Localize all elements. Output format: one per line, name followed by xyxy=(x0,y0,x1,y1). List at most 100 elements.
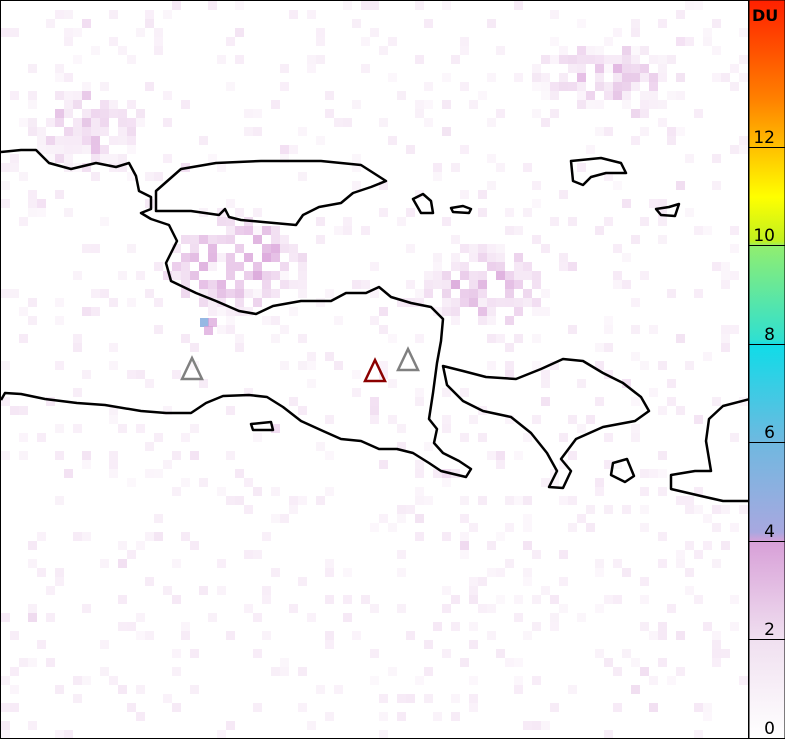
so2-pixel xyxy=(586,55,595,64)
so2-pixel xyxy=(478,280,487,289)
so2-pixel xyxy=(667,397,676,406)
so2-pixel xyxy=(226,721,235,730)
so2-pixel xyxy=(352,631,361,640)
so2-pixel xyxy=(424,82,433,91)
volcano-marker-active[interactable] xyxy=(363,357,387,383)
so2-pixel xyxy=(487,181,496,190)
so2-pixel xyxy=(487,316,496,325)
so2-pixel xyxy=(55,118,64,127)
so2-pixel xyxy=(487,73,496,82)
so2-pixel xyxy=(37,199,46,208)
so2-pixel xyxy=(19,406,28,415)
so2-pixel xyxy=(370,676,379,685)
colorbar-tick-label: 4 xyxy=(764,521,775,542)
so2-pixel xyxy=(28,613,37,622)
so2-pixel xyxy=(28,100,37,109)
so2-pixel xyxy=(406,280,415,289)
so2-pixel xyxy=(127,127,136,136)
so2-pixel xyxy=(145,532,154,541)
so2-pixel xyxy=(91,136,100,145)
so2-pixel xyxy=(271,253,280,262)
so2-pixel xyxy=(316,217,325,226)
so2-pixel xyxy=(280,235,289,244)
so2-pixel xyxy=(28,91,37,100)
so2-pixel xyxy=(595,649,604,658)
so2-pixel xyxy=(469,523,478,532)
so2-pixel xyxy=(307,64,316,73)
so2-pixel xyxy=(514,298,523,307)
so2-pixel xyxy=(145,199,154,208)
so2-pixel xyxy=(478,307,487,316)
so2-pixel xyxy=(181,280,190,289)
so2-pixel xyxy=(109,343,118,352)
so2-pixel xyxy=(1,28,10,37)
so2-pixel xyxy=(82,604,91,613)
so2-pixel xyxy=(541,55,550,64)
so2-pixel xyxy=(172,487,181,496)
so2-pixel xyxy=(154,298,163,307)
so2-pixel xyxy=(118,559,127,568)
so2-pixel xyxy=(631,136,640,145)
so2-pixel xyxy=(1,289,10,298)
so2-pixel xyxy=(91,172,100,181)
so2-pixel xyxy=(514,676,523,685)
so2-pixel xyxy=(613,64,622,73)
so2-pixel xyxy=(730,244,739,253)
so2-pixel xyxy=(343,613,352,622)
so2-pixel xyxy=(676,91,685,100)
so2-pixel xyxy=(577,46,586,55)
so2-pixel xyxy=(478,496,487,505)
so2-pixel xyxy=(604,433,613,442)
so2-pixel xyxy=(109,154,118,163)
so2-pixel xyxy=(559,55,568,64)
so2-pixel xyxy=(595,487,604,496)
so2-pixel xyxy=(280,667,289,676)
so2-pixel xyxy=(631,28,640,37)
so2-pixel xyxy=(55,316,64,325)
volcano-marker-inactive[interactable] xyxy=(180,355,204,381)
so2-pixel xyxy=(577,73,586,82)
so2-pixel xyxy=(559,73,568,82)
so2-pixel xyxy=(658,100,667,109)
so2-pixel xyxy=(658,217,667,226)
so2-pixel xyxy=(640,100,649,109)
so2-pixel xyxy=(514,595,523,604)
so2-pixel xyxy=(622,73,631,82)
so2-pixel xyxy=(1,361,10,370)
so2-pixel xyxy=(154,46,163,55)
so2-pixel xyxy=(253,127,262,136)
so2-pixel xyxy=(523,631,532,640)
so2-pixel xyxy=(559,550,568,559)
so2-pixel xyxy=(712,46,721,55)
so2-pixel xyxy=(361,226,370,235)
so2-pixel xyxy=(37,199,46,208)
so2-pixel xyxy=(64,91,73,100)
so2-pixel xyxy=(262,253,271,262)
so2-pixel xyxy=(19,307,28,316)
so2-pixel xyxy=(649,703,658,712)
so2-pixel xyxy=(433,469,442,478)
so2-pixel xyxy=(433,163,442,172)
so2-pixel xyxy=(433,262,442,271)
so2-pixel xyxy=(460,433,469,442)
so2-pixel xyxy=(478,91,487,100)
so2-pixel xyxy=(514,280,523,289)
so2-pixel xyxy=(190,343,199,352)
so2-pixel xyxy=(109,451,118,460)
so2-pixel xyxy=(559,262,568,271)
so2-pixel xyxy=(289,397,298,406)
so2-pixel xyxy=(73,334,82,343)
so2-pixel xyxy=(82,145,91,154)
so2-pixel xyxy=(343,118,352,127)
so2-pixel xyxy=(424,280,433,289)
so2-pixel xyxy=(199,478,208,487)
so2-pixel xyxy=(487,262,496,271)
so2-pixel xyxy=(244,127,253,136)
volcano-marker-inactive[interactable] xyxy=(396,346,420,372)
so2-pixel xyxy=(469,289,478,298)
so2-pixel xyxy=(424,289,433,298)
so2-pixel xyxy=(415,676,424,685)
so2-pixel xyxy=(712,19,721,28)
so2-pixel xyxy=(667,676,676,685)
so2-pixel xyxy=(550,622,559,631)
